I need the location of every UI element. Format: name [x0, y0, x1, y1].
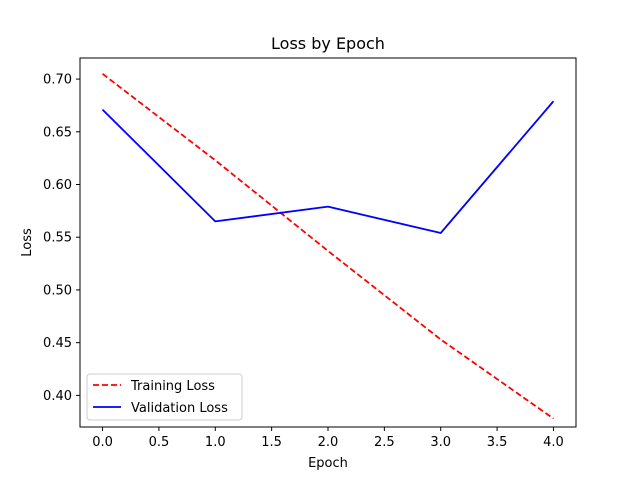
chart-title: Loss by Epoch: [271, 34, 385, 53]
x-tick-label: 0.5: [149, 435, 170, 450]
legend-label-training-loss: Training Loss: [130, 379, 215, 394]
x-tick-label: 3.5: [487, 435, 508, 450]
tick-group: 0.0 0.5 1.0 1.5 2.0 2.5 3.0 3.5 4.0 0.40 0.45 0.50 0…: [43, 73, 564, 450]
y-tick-label: 0.45: [43, 336, 72, 351]
x-tick-label: 3.0: [430, 435, 451, 450]
y-axis-title: Loss: [20, 228, 35, 257]
y-tick-label: 0.65: [43, 125, 72, 140]
series-line-training-loss: [102, 73, 554, 420]
x-tick-label: 2.5: [374, 435, 395, 450]
legend-box: [86, 373, 243, 421]
legend-label-validation-loss: Validation Loss: [131, 401, 228, 416]
plot-content: [101, 73, 555, 420]
x-axis-title: Epoch: [308, 456, 348, 471]
y-tick-label: 0.60: [43, 178, 72, 193]
x-tick-label: 0.0: [92, 435, 113, 450]
y-tick-label: 0.55: [43, 231, 72, 246]
y-tick-label: 0.70: [43, 73, 72, 88]
y-tick-label: 0.40: [43, 389, 72, 404]
x-tick-label: 1.0: [205, 435, 226, 450]
x-tick-label: 2.0: [318, 435, 339, 450]
y-tick-label: 0.50: [43, 283, 72, 298]
x-tick-label: 1.5: [261, 435, 282, 450]
x-tick-label: 4.0: [543, 435, 564, 450]
legend: Training Loss Validation Loss: [86, 373, 243, 421]
series-line-validation-loss: [101, 100, 555, 234]
